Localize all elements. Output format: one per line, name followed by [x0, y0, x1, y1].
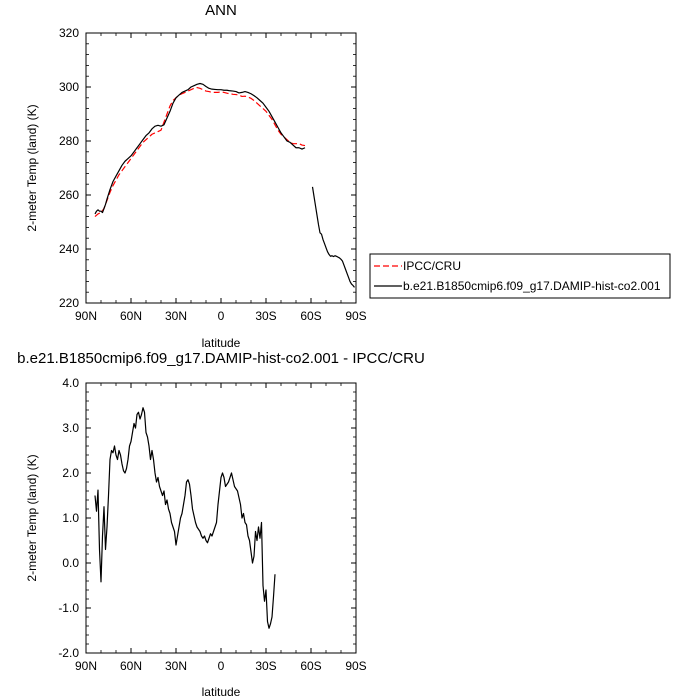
x-tick-label: 90S — [345, 309, 366, 323]
x-tick-label: 90S — [345, 659, 366, 673]
y-tick-label: 240 — [59, 242, 79, 256]
y-tick-label: 0.0 — [62, 556, 79, 570]
y-tick-label: 260 — [59, 188, 79, 202]
y-tick-label: 3.0 — [62, 421, 79, 435]
series-line-b-e21-b1850cmip6-f09-g17-damip-hist-co2-001-segment-2 — [311, 186, 355, 288]
y-tick-label: 1.0 — [62, 511, 79, 525]
legend-box — [369, 253, 671, 299]
y-tick-label: -2.0 — [58, 646, 79, 660]
y-tick-label: 280 — [59, 134, 79, 148]
y-tick-label: 300 — [59, 80, 79, 94]
chart-panel-2: b.e21.B1850cmip6.f09_g17.DAMIP-hist-co2.… — [17, 350, 425, 699]
x-tick-label: 30S — [255, 659, 276, 673]
x-axis-label: latitude — [202, 685, 241, 699]
series-line-b-e21-b1850cmip6-f09-g17-damip-hist-co2-001 — [94, 82, 306, 215]
y-axis-label: 2-meter Temp (land) (K) — [25, 104, 39, 231]
y-tick-label: -1.0 — [58, 601, 79, 615]
x-tick-label: 90N — [75, 659, 97, 673]
y-axis-label: 2-meter Temp (land) (K) — [25, 454, 39, 581]
chart-title: ANN — [205, 2, 237, 19]
legend-label: IPCC/CRU — [403, 259, 461, 273]
x-tick-label: 90N — [75, 309, 97, 323]
chart-title: b.e21.B1850cmip6.f09_g17.DAMIP-hist-co2.… — [17, 350, 425, 367]
x-tick-label: 0 — [218, 659, 225, 673]
y-tick-label: 4.0 — [62, 376, 79, 390]
series-line-panel2 — [94, 407, 276, 629]
x-axis-label: latitude — [202, 336, 241, 350]
x-tick-label: 60S — [300, 659, 321, 673]
x-tick-label: 60S — [300, 309, 321, 323]
chart-panel-1: ANN 90N 60N 30N 0 30S 60S 90S 220 240 260 280 300 320… — [25, 2, 671, 350]
x-tick-label: 30S — [255, 309, 276, 323]
legend: IPCC/CRU b.e21.B1850cmip6.f09_g17.DAMIP-h… — [369, 253, 671, 299]
plot-frame — [85, 382, 357, 654]
y-tick-label: 320 — [59, 26, 79, 40]
x-tick-label: 30N — [165, 659, 187, 673]
x-tick-label: 0 — [218, 309, 225, 323]
y-tick-label: 220 — [59, 296, 79, 310]
legend-label: b.e21.B1850cmip6.f09_g17.DAMIP-hist-co2.… — [403, 279, 661, 293]
series-line-ipcc-cru — [94, 86, 306, 218]
plot-frame — [85, 32, 357, 304]
y-tick-label: 2.0 — [62, 466, 79, 480]
x-tick-label: 60N — [120, 659, 142, 673]
x-tick-label: 30N — [165, 309, 187, 323]
x-tick-label: 60N — [120, 309, 142, 323]
